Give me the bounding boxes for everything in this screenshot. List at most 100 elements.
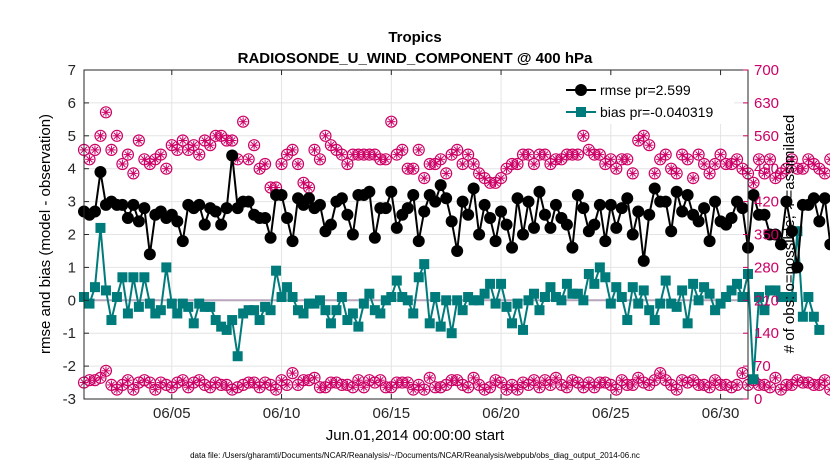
obs-possible-point-spoke: [826, 155, 830, 160]
obs-possible-point-spoke: [294, 160, 302, 168]
bias-point: [452, 295, 463, 306]
bias-point: [490, 298, 501, 309]
obs-possible-point-ring: [291, 157, 305, 171]
bias-point: [303, 298, 314, 309]
y-tick-label: 6: [68, 95, 76, 112]
bias-point: [424, 318, 435, 329]
obs-assimilated-point-spoke: [618, 376, 626, 384]
obs-possible-point: [462, 148, 475, 161]
bias-point: [556, 295, 567, 306]
obs-possible-point-spoke: [245, 155, 253, 163]
obs-possible-point: [621, 153, 634, 166]
obs-possible-point-spoke: [728, 160, 735, 168]
bias-point: [501, 301, 512, 312]
rmse-point: [517, 228, 530, 241]
obs-assimilated-point-spoke: [574, 379, 582, 386]
rmse-point: [412, 235, 425, 248]
obs-possible-point-spoke: [579, 132, 587, 140]
bias-point: [430, 292, 441, 303]
obs-possible-point-spoke: [327, 141, 335, 149]
obs-possible-point: [818, 167, 830, 180]
obs-possible-point: [127, 167, 140, 180]
obs-possible-point: [341, 157, 354, 171]
obs-possible-point-spoke: [623, 155, 631, 163]
rmse-point: [643, 208, 656, 221]
obs-possible-point-ring: [703, 167, 716, 180]
obs-possible-point: [116, 157, 129, 171]
rmse-point: [637, 254, 650, 267]
obs-possible-point-ring: [626, 167, 639, 180]
obs-assimilated-point-ring: [824, 383, 830, 396]
obs-possible-point-spoke: [525, 151, 532, 158]
obs-assimilated-point-ring: [308, 371, 321, 384]
bias-point: [320, 305, 331, 316]
bias-point: [474, 295, 485, 306]
bias-point: [325, 318, 336, 329]
obs-possible-point-ring: [193, 148, 206, 161]
bias-point: [627, 282, 638, 293]
obs-assimilated-point-spoke: [662, 376, 670, 384]
obs-assimilated-point: [357, 381, 370, 394]
rmse-point: [807, 192, 820, 205]
obs-possible-point-spoke: [459, 160, 467, 168]
rmse-point: [440, 192, 453, 205]
obs-assimilated-point: [401, 376, 414, 389]
obs-possible-point-ring: [275, 157, 288, 171]
obs-assimilated-point: [149, 383, 162, 396]
bias-point: [397, 292, 408, 303]
obs-possible-point-ring: [237, 115, 250, 128]
obs-possible-point: [593, 148, 606, 161]
obs-possible-point: [226, 134, 239, 147]
obs-possible-point-ring: [648, 167, 661, 180]
obs-possible-point-spoke: [119, 160, 126, 168]
bias-point: [699, 282, 710, 293]
obs-possible-point-spoke: [596, 151, 604, 158]
obs-assimilated-point-spoke: [102, 367, 110, 375]
obs-possible-point-spoke: [190, 141, 198, 149]
obs-assimilated-point-spoke: [656, 369, 664, 377]
obs-possible-point-ring: [462, 148, 475, 161]
obs-possible-point-spoke: [783, 165, 790, 173]
obs-possible-point: [758, 167, 771, 180]
obs-possible-point: [681, 153, 694, 166]
rmse-point: [615, 202, 628, 215]
obs-possible-point-ring: [659, 148, 672, 161]
rmse-point: [363, 185, 376, 198]
obs-possible-point: [193, 148, 206, 161]
obs-assimilated-point-spoke: [552, 374, 560, 382]
obs-possible-point-spoke: [371, 151, 379, 158]
rmse-point: [275, 189, 288, 202]
rmse-point: [791, 261, 804, 274]
obs-assimilated-point: [176, 374, 189, 387]
obs-assimilated-point-ring: [610, 383, 623, 396]
obs-possible-point-spoke: [656, 155, 664, 163]
rmse-point: [774, 238, 787, 251]
rmse-point: [703, 235, 716, 248]
axis-ticks: -3-2-10123456707014021028035042049056063…: [63, 62, 779, 422]
bias-point: [753, 292, 764, 303]
rmse-point: [484, 212, 497, 225]
rmse-point: [818, 192, 830, 205]
bias-point: [682, 318, 693, 329]
obs-assimilated-point: [374, 374, 387, 387]
obs-possible-point-spoke: [278, 160, 285, 168]
obs-possible-point-spoke: [733, 155, 741, 163]
rmse-point: [171, 215, 184, 228]
obs-possible-point-ring: [341, 157, 354, 171]
obs-possible-point-spoke: [311, 146, 318, 154]
bias-point: [528, 288, 539, 299]
obs-possible-point-ring: [730, 153, 744, 166]
obs-assimilated-point-spoke: [250, 379, 258, 386]
obs-possible-point: [692, 148, 705, 161]
obs-assimilated-point: [610, 383, 623, 396]
obs-possible-point-spoke: [179, 137, 187, 144]
obs-assimilated-point: [769, 371, 782, 384]
obs-possible-point: [121, 148, 135, 161]
obs-possible-point: [407, 162, 420, 175]
obs-possible-point-spoke: [810, 160, 818, 168]
bias-point: [561, 278, 572, 289]
rmse-point: [346, 228, 359, 241]
obs-assimilated-point: [549, 371, 563, 384]
y2-tick-label: 70: [754, 358, 771, 375]
bias-point: [539, 292, 550, 303]
